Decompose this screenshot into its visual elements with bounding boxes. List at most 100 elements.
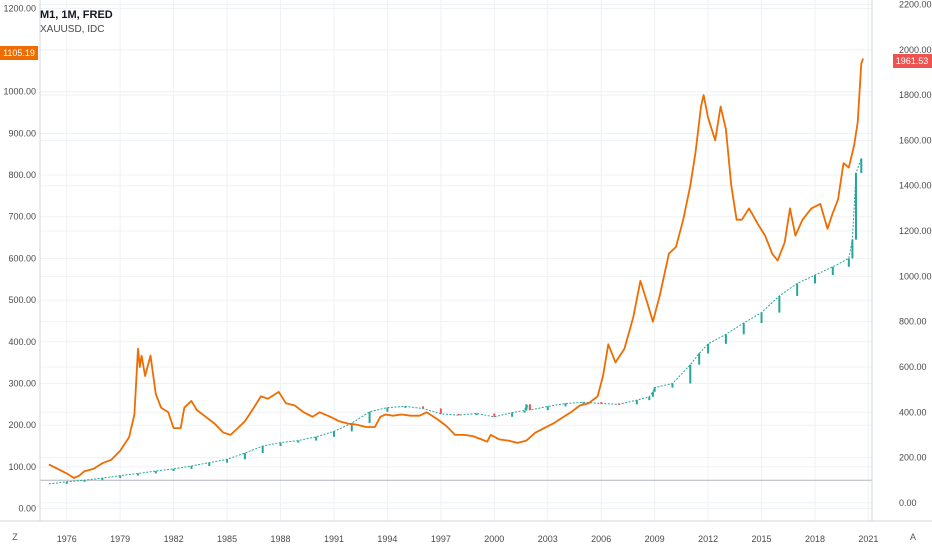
m1-candle	[332, 431, 335, 437]
right-price-badge-bg	[893, 54, 932, 68]
right-tick-label: 2200.00	[899, 0, 932, 10]
x-tick-label: 2015	[752, 534, 772, 544]
left-tick-label: 100.00	[8, 462, 36, 472]
left-tick-label: 300.00	[8, 378, 36, 388]
gold-line	[48, 58, 864, 479]
left-tick-label: 1000.00	[3, 87, 36, 97]
m1-candle	[315, 436, 318, 441]
m1-candle	[101, 478, 104, 481]
x-tick-label: 2009	[645, 534, 665, 544]
m1-candle	[707, 343, 710, 354]
m1-candle	[154, 470, 157, 474]
price-badges: 1105.19 1961.53	[0, 46, 932, 68]
m1-candle	[172, 468, 175, 471]
right-tick-label: 200.00	[899, 453, 927, 463]
m1-candle	[564, 403, 567, 407]
m1-candle	[208, 462, 211, 466]
right-tick-label: 0.00	[899, 498, 917, 508]
left-tick-label: 800.00	[8, 170, 36, 180]
x-tick-label: 1994	[377, 534, 397, 544]
x-tick-label: 2000	[484, 534, 504, 544]
m1-candle	[813, 275, 816, 284]
x-tick-label: 1985	[217, 534, 237, 544]
right-tick-label: 1000.00	[899, 271, 932, 281]
m1-candle	[689, 364, 692, 384]
right-tick-label: 400.00	[899, 407, 927, 417]
m1-candle	[600, 402, 603, 404]
x-tick-label: 1982	[164, 534, 184, 544]
m1-candle	[511, 412, 514, 417]
m1-candle	[297, 440, 300, 443]
m1-candle	[724, 334, 727, 344]
m1-candle	[475, 413, 478, 416]
m1-candle	[457, 413, 460, 416]
right-tick-label: 1600.00	[899, 135, 932, 145]
m1-candle	[525, 404, 528, 411]
x-axis-ticks: 1976 1979 1982 1985 1988 1991 1994 1997 2000 2003…	[57, 534, 879, 544]
m1-candle	[523, 410, 526, 413]
left-tick-label: 900.00	[8, 128, 36, 138]
m1-candle	[760, 312, 763, 324]
left-price-badge-bg	[0, 46, 38, 60]
left-tick-label: 0.00	[18, 503, 36, 513]
m1-candle	[261, 445, 264, 454]
m1-candle	[860, 158, 863, 173]
x-tick-label: 1979	[110, 534, 130, 544]
gold-series	[48, 58, 864, 479]
m1-candle	[742, 323, 745, 335]
m1-candle	[243, 453, 246, 460]
m1-candle	[651, 391, 654, 397]
x-tick-label: 1991	[324, 534, 344, 544]
m1-candle	[698, 353, 701, 365]
m1-candle	[190, 465, 193, 469]
auto-scale-button[interactable]: A	[909, 532, 916, 542]
axes	[0, 0, 932, 522]
m1-candle	[618, 403, 621, 405]
m1-candle	[83, 480, 86, 482]
left-tick-label: 500.00	[8, 295, 36, 305]
x-tick-label: 2021	[858, 534, 878, 544]
m1-candle	[422, 406, 425, 409]
left-tick-label: 1200.00	[3, 3, 36, 13]
m1-candle	[582, 402, 585, 404]
x-tick-label: 1997	[431, 534, 451, 544]
m1-candle	[854, 172, 857, 240]
m1-candle	[528, 404, 531, 411]
zoom-toggle-button[interactable]: Z	[12, 532, 18, 542]
x-tick-label: 1976	[57, 534, 77, 544]
x-tick-label: 2003	[538, 534, 558, 544]
left-tick-label: 400.00	[8, 337, 36, 347]
m1-candle	[653, 387, 656, 392]
m1-candle	[350, 423, 353, 432]
m1-line	[48, 158, 862, 485]
right-tick-label: 1800.00	[899, 90, 932, 100]
m1-candle	[368, 411, 371, 424]
m1-candle	[493, 413, 496, 417]
right-tick-label: 1400.00	[899, 181, 932, 191]
x-tick-label: 1988	[270, 534, 290, 544]
m1-candle	[439, 408, 442, 414]
x-tick-label: 2006	[591, 534, 611, 544]
right-tick-label: 600.00	[899, 362, 927, 372]
m1-candle	[671, 383, 674, 388]
m1-candle	[226, 459, 229, 463]
x-tick-label: 2018	[805, 534, 825, 544]
m1-candle	[635, 400, 638, 405]
m1-candle	[119, 475, 122, 479]
legend-title[interactable]: M1, 1M, FRED	[40, 9, 113, 21]
x-tick-label: 2012	[698, 534, 718, 544]
m1-candle	[279, 442, 282, 446]
grid	[40, 0, 872, 521]
m1-series	[48, 158, 863, 485]
right-price-badge: 1961.53	[896, 56, 929, 66]
m1-candle	[796, 283, 799, 296]
left-tick-label: 700.00	[8, 212, 36, 222]
m1-candle	[546, 406, 549, 411]
left-tick-label: 200.00	[8, 420, 36, 430]
left-price-badge: 1105.19	[3, 48, 35, 58]
legend-subtitle[interactable]: XAUUSD, IDC	[40, 24, 105, 35]
m1-candle	[847, 258, 850, 267]
m1-candle	[404, 406, 407, 408]
